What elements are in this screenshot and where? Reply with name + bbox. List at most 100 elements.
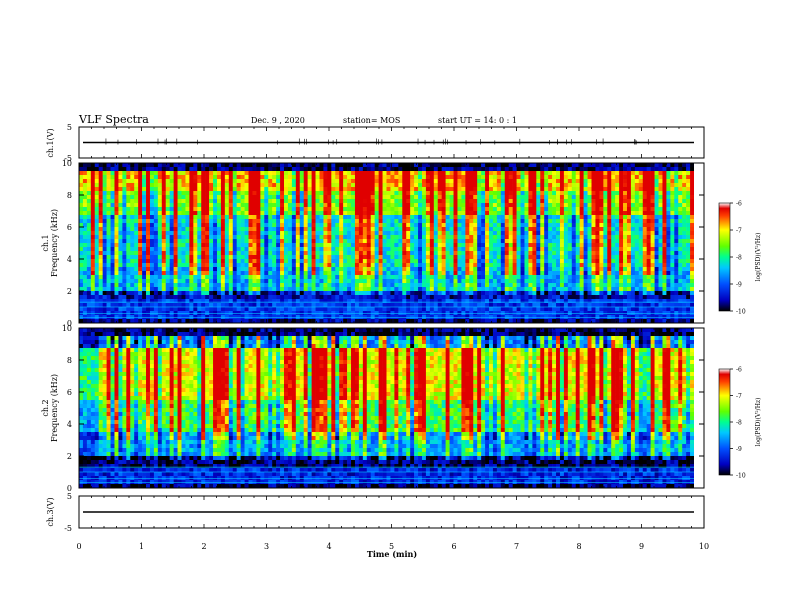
ch1-spectrogram-cell [79,203,84,208]
ch1-spectrogram-cell [662,179,667,184]
ch1-spectrogram-cell [425,263,431,268]
ch1-spectrogram-cell [607,223,612,228]
ch1-spectrogram-cell [90,263,96,268]
ch1-spectrogram-cell [130,187,135,192]
ch1-spectrogram-cell [418,219,423,224]
ch1-spectrogram-cell [299,223,305,228]
ch1-spectrogram-cell [339,259,344,264]
ch1-spectrogram-cell [650,211,655,216]
ch1-spectrogram-cell [303,203,308,208]
ch1-spectrogram-cell [552,251,557,256]
ch1-spectrogram-cell [654,227,659,232]
ch1-spectrogram-cell [311,247,316,252]
ch1-spectrogram-cell [351,163,356,168]
ch1-spectrogram-cell [599,251,604,256]
ch1-spectrogram-cell [264,187,269,192]
ch1-spectrogram-cell [575,199,580,204]
ch1-spectrogram-cell [228,223,234,228]
ch1-spectrogram-cell [351,183,356,188]
ch1-spectrogram-cell [646,251,651,256]
ch1-spectrogram-cell [291,167,297,172]
ch1-spectrogram-cell [146,211,151,216]
ch1-spectrogram-cell [138,243,143,248]
ch1-spectrogram-cell [536,187,541,192]
ch1-spectrogram-cell [532,227,537,232]
ch1-spectrogram-cell [386,183,391,188]
ch1-spectrogram-cell [319,179,324,184]
ch1-spectrogram-cell [122,191,127,196]
ch1-spectrogram-cell [548,211,553,216]
ch1-spectrogram-cell [378,259,383,264]
ch1-spectrogram-cell [516,171,521,176]
ch1-spectrogram-cell [370,195,375,200]
ch1-spectrogram-cell [335,263,340,268]
ch1-spectrogram-cell [686,171,691,176]
ch1-spectrogram-cell [165,243,170,248]
ch1-spectrogram-cell [437,199,442,204]
ch1-spectrogram-cell [138,215,143,220]
ch1-spectrogram-cell [232,271,237,276]
ch1-spectrogram-cell [173,255,178,260]
ch1-spectrogram-cell [666,191,671,196]
ch1-spectrogram-cell [489,219,494,224]
ch1-spectrogram-cell [256,199,261,204]
ch1-spectrogram-cell [264,243,269,248]
ch1-spectrogram-cell [544,283,549,288]
ch1-spectrogram-cell [185,191,190,196]
ch1-spectrogram-cell [106,283,111,288]
ch1-spectrogram-cell [678,283,683,288]
ch1-spectrogram-cell [599,207,604,212]
ch1-spectrogram-cell [658,167,663,172]
ch1-spectrogram-cell [276,179,281,184]
ch1-spectrogram-cell [122,255,127,260]
ch1-spectrogram-cell [79,199,84,204]
ch1-spectrogram-cell [658,171,663,176]
ch1-spectrogram-cell [272,271,277,276]
ch1-spectrogram-cell [654,191,659,196]
ch1-spectrogram-cell [185,215,190,220]
ch1-spectrogram-cell [461,227,466,232]
ch1-spectrogram-cell [240,259,245,264]
ch1-spectrogram-cell [410,223,415,228]
ch1-spectrogram-cell [548,231,553,236]
ch1-spectrogram-cell [500,219,506,224]
ch1-spectrogram-cell [678,275,683,280]
ch1-spectrogram-cell [142,211,147,216]
ch1-spectrogram-cell [169,231,174,236]
ch1-spectrogram-cell [295,219,301,224]
ch1-spectrogram-cell [599,163,604,168]
ch1-spectrogram-cell [489,235,494,240]
ch1-spectrogram-cell [579,251,584,256]
ch1-spectrogram-cell [394,183,399,188]
ch1-spectrogram-cell [232,171,237,176]
ch1-spectrogram-cell [252,279,257,284]
ch1-spectrogram-cell [295,207,301,212]
ch1-spectrogram-cell [579,263,584,268]
ch1-spectrogram-cell [528,247,533,252]
ch1-spectrogram-cell [528,183,533,188]
ch1-spectrogram-cell [244,231,249,236]
ch1-spectrogram-cell [540,279,545,284]
ch1-spectrogram-cell [504,227,510,232]
ch1-spectrogram-cell [331,199,336,204]
ch1-spectrogram-cell [536,231,541,236]
ch1-spectrogram-cell [79,267,84,272]
ch1-spectrogram-cell [370,187,375,192]
ch1-spectrogram-cell [347,191,352,196]
ch1-spectrogram-cell [386,243,391,248]
ch1-spectrogram-cell [118,223,123,228]
ch1-spectrogram-cell [489,223,494,228]
ch1-spectrogram-cell [630,263,636,268]
ch1-spectrogram-cell [540,283,545,288]
ch1-spectrogram-cell [646,223,651,228]
ch1-spectrogram-cell [563,243,569,248]
ch1-spectrogram-cell [386,283,391,288]
ch1-spectrogram-cell [666,171,671,176]
ch1-spectrogram-cell [303,167,308,172]
ch1-spectrogram-cell [343,179,348,184]
ch1-spectrogram-cell [583,183,588,188]
ch1-spectrogram-cell [327,251,332,256]
ch1-spectrogram-cell [575,215,580,220]
ch1-spectrogram-cell [477,211,482,216]
ch1-spectrogram-cell [358,255,364,260]
